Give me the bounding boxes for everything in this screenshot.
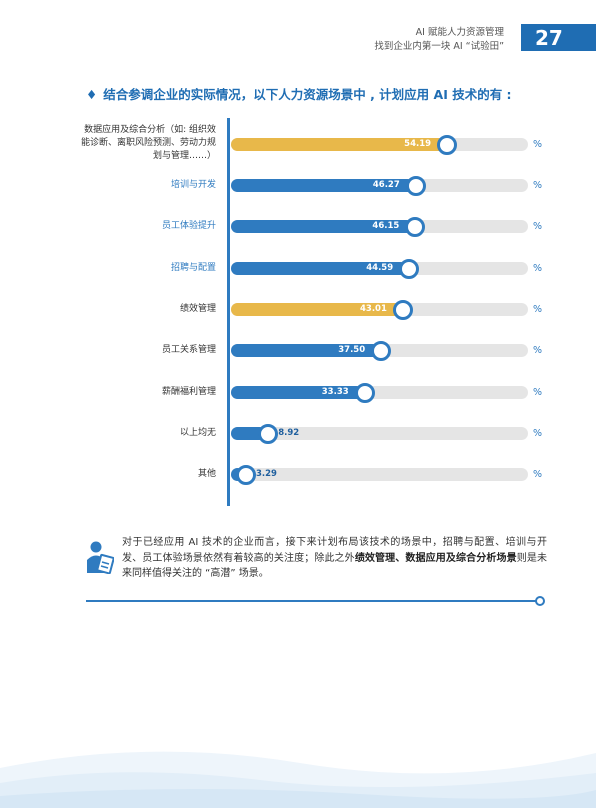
bar-value-label: 37.50 [338, 345, 366, 355]
bar-value-label: 3.29 [255, 469, 277, 479]
bar-label: 以上均无 [179, 428, 216, 438]
bar-label: 员工关系管理 [161, 345, 216, 355]
bar-track: 46.27 [231, 175, 528, 196]
note-text-before: 对于已经应用 AI 技术的企业而言，接下来计划布局该技术的场景中，招聘与配置、培… [122, 537, 547, 564]
bar-track: 33.33 [231, 382, 528, 403]
bar-label: 薪酬福利管理 [161, 387, 216, 397]
bar-end-knob [405, 175, 426, 196]
percent-unit: % [533, 180, 543, 191]
divider-end-dot [535, 596, 545, 606]
bar-value-label: 8.92 [278, 428, 300, 438]
bar-track: 46.15 [231, 216, 528, 237]
bar-label: 绩效管理 [179, 304, 216, 314]
bar [231, 179, 414, 192]
bar-end-knob [371, 340, 392, 361]
bar-end-knob [437, 134, 458, 155]
bar-label: 其他 [197, 469, 216, 479]
bar-track: 37.50 [231, 340, 528, 361]
person-document-icon [87, 541, 114, 574]
bar-end-knob [354, 382, 375, 403]
header-line-2: 找到企业内第一块 AI “试验田” [374, 41, 504, 52]
section-title: ♦ 结合参调企业的实际情况，以下人力资源场景中 , 计划应用 AI 技术的有 : [86, 84, 512, 103]
decorative-waves [0, 751, 596, 808]
percent-unit: % [533, 263, 543, 274]
bar [231, 262, 408, 275]
bar-value-label: 46.15 [372, 221, 400, 231]
percent-unit: % [533, 345, 543, 356]
percent-unit: % [533, 387, 543, 398]
percent-unit: % [533, 428, 543, 439]
bar-value-label: 46.27 [372, 180, 400, 190]
bar [231, 220, 414, 233]
bar [231, 427, 267, 440]
percent-unit: % [533, 469, 543, 480]
bar-label: 数据应用及综合分析（如: 组织效能诊断、离职风险预测、劳动力规划与管理……） [80, 125, 216, 161]
bar-value-label: 43.01 [360, 304, 387, 314]
bar-end-knob [399, 258, 420, 279]
note-text-after: 则是未来同样值得关注的 “高潜” 场景。 [122, 552, 548, 580]
bar [231, 386, 363, 399]
bar-track: 54.19 [231, 134, 528, 155]
bar-label: 员工体验提升 [161, 221, 216, 231]
bar-end-knob [235, 464, 256, 485]
bar-value-label: 54.19 [404, 139, 432, 149]
bar-value-label: 33.33 [321, 387, 349, 397]
diamond-bullet-icon: ♦ [86, 87, 98, 102]
bar-end-knob [405, 216, 426, 237]
header-line-1: AI 赋能人力资源管理 [415, 27, 504, 38]
bar-end-knob [392, 299, 413, 320]
percent-unit: % [533, 139, 543, 150]
bar-label: 招聘与配置 [170, 263, 216, 273]
bar-track: 8.92 [231, 423, 528, 444]
section-title-text: 结合参调企业的实际情况，以下人力资源场景中 , 计划应用 AI 技术的有 : [103, 87, 512, 102]
bar-track: 44.59 [231, 258, 528, 279]
bar [231, 303, 401, 316]
divider-line [86, 600, 536, 602]
header-text: AI 赋能人力资源管理 找到企业内第一块 AI “试验田” [374, 26, 504, 54]
bar-value-label: 44.59 [366, 263, 394, 273]
bar-end-knob [258, 423, 279, 444]
percent-unit: % [533, 221, 543, 232]
bar [231, 138, 446, 151]
bar-track: 3.29 [231, 464, 528, 485]
note-text-bold: 绩效管理、数据应用及综合分析场景 [354, 552, 517, 564]
note-text: 对于已经应用 AI 技术的企业而言，接下来计划布局该技术的场景中，招聘与配置、培… [122, 535, 547, 582]
chart-axis-line [227, 118, 230, 506]
percent-unit: % [533, 304, 543, 315]
page-number: 27 [521, 24, 596, 51]
bar-label: 培训与开发 [170, 180, 216, 190]
bar [231, 344, 380, 357]
bar-track: 43.01 [231, 299, 528, 320]
